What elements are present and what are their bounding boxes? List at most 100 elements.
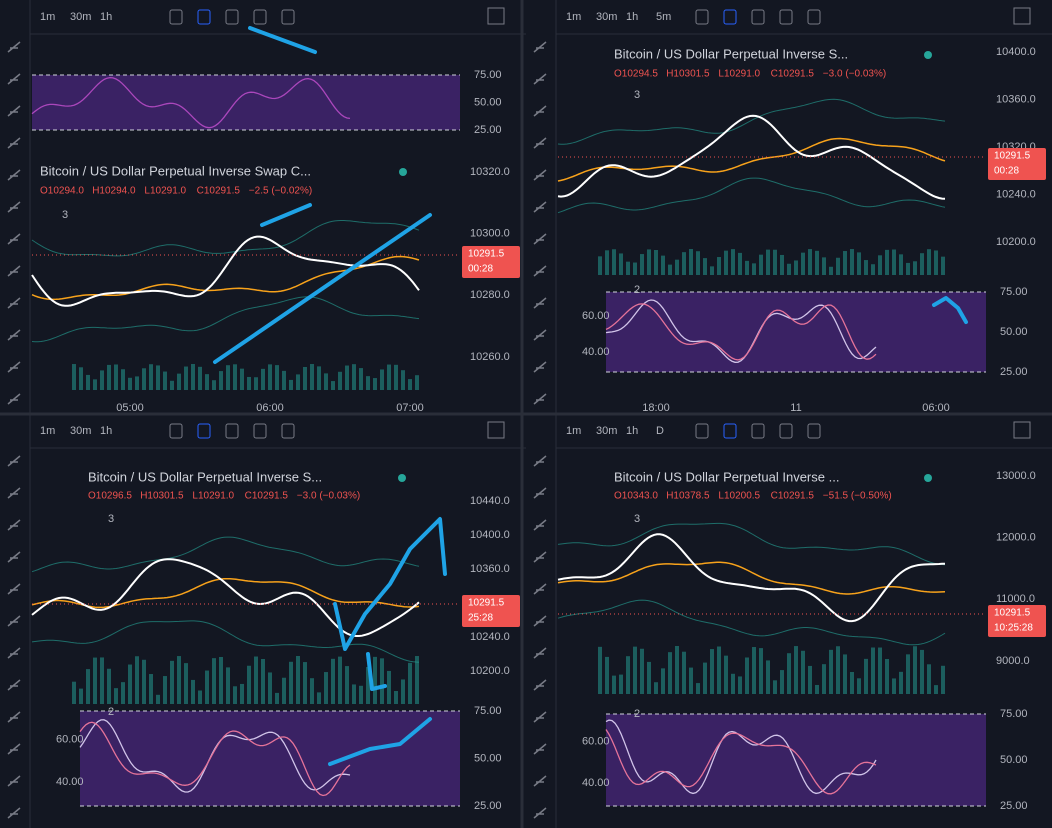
drawing-tool-icon[interactable]: [7, 73, 21, 85]
drawing-tool-icon[interactable]: [7, 551, 21, 563]
drawing-tool-icon[interactable]: [533, 583, 547, 595]
indicator-count[interactable]: 2: [108, 706, 114, 718]
toolbar-icon[interactable]: [723, 423, 737, 439]
drawing-tool-icon[interactable]: [533, 361, 547, 373]
toolbar-icon[interactable]: [779, 9, 793, 25]
toolbar-icon[interactable]: [169, 9, 183, 25]
drawing-tool-icon[interactable]: [7, 393, 21, 405]
drawing-tool-icon[interactable]: [7, 711, 21, 723]
timeframe-button[interactable]: 1h: [100, 11, 112, 23]
drawing-tool-icon[interactable]: [533, 615, 547, 627]
drawing-tool-icon[interactable]: [7, 233, 21, 245]
drawing-tool-icon[interactable]: [7, 583, 21, 595]
timeframe-button[interactable]: 30m: [70, 425, 91, 437]
drawing-tool-icon[interactable]: [533, 679, 547, 691]
timeframe-button[interactable]: 30m: [70, 11, 91, 23]
drawing-tool-icon[interactable]: [7, 41, 21, 53]
indicator-count[interactable]: 3: [62, 209, 68, 221]
drawing-tool-icon[interactable]: [533, 647, 547, 659]
drawing-tool-icon[interactable]: [533, 41, 547, 53]
timeframe-button[interactable]: 1h: [100, 425, 112, 437]
toolbar-icon[interactable]: [169, 423, 183, 439]
drawing-tool-icon[interactable]: [533, 393, 547, 405]
toolbar-icon[interactable]: [779, 423, 793, 439]
drawing-tool-icon[interactable]: [7, 455, 21, 467]
drawing-tool-icon[interactable]: [7, 487, 21, 499]
drawing-tool-icon[interactable]: [533, 455, 547, 467]
drawing-tool-icon[interactable]: [7, 743, 21, 755]
drawing-tool-icon[interactable]: [533, 519, 547, 531]
drawing-tool-icon[interactable]: [7, 265, 21, 277]
fullscreen-icon[interactable]: [1013, 421, 1031, 439]
drawing-tool-icon[interactable]: [533, 807, 547, 819]
drawing-tool-icon[interactable]: [7, 137, 21, 149]
toolbar-icon[interactable]: [695, 9, 709, 25]
drawing-tool-icon[interactable]: [7, 775, 21, 787]
drawing-tool-icon[interactable]: [533, 105, 547, 117]
toolbar-icon[interactable]: [751, 423, 765, 439]
timeframe-button[interactable]: 1m: [566, 11, 581, 23]
indicator-count[interactable]: 3: [108, 513, 114, 525]
fullscreen-icon[interactable]: [487, 7, 505, 25]
drawing-tool-icon[interactable]: [533, 487, 547, 499]
drawing-tool-icon[interactable]: [533, 329, 547, 341]
drawing-tool-icon[interactable]: [7, 679, 21, 691]
indicator-count[interactable]: 2: [634, 708, 640, 720]
drawing-tool-icon[interactable]: [7, 519, 21, 531]
toolbar-icon[interactable]: [695, 423, 709, 439]
drawing-tool-icon[interactable]: [7, 169, 21, 181]
toolbar-icon[interactable]: [723, 9, 737, 25]
price-line: [557, 533, 946, 623]
toolbar-icon[interactable]: [253, 423, 267, 439]
drawing-tool-icon[interactable]: [7, 105, 21, 117]
timeframe-button[interactable]: 1m: [40, 11, 55, 23]
toolbar-icon[interactable]: [807, 423, 821, 439]
toolbar-icon[interactable]: [197, 423, 211, 439]
toolbar-icon[interactable]: [197, 9, 211, 25]
timeframe-button[interactable]: 5m: [656, 11, 671, 23]
fullscreen-icon[interactable]: [487, 421, 505, 439]
timeframe-button[interactable]: 30m: [596, 425, 617, 437]
volume-bar: [156, 694, 160, 704]
toolbar-icon[interactable]: [225, 9, 239, 25]
fullscreen-icon[interactable]: [1013, 7, 1031, 25]
toolbar-icon[interactable]: [751, 9, 765, 25]
indicator-count[interactable]: 3: [634, 89, 640, 101]
toolbar-icon[interactable]: [253, 9, 267, 25]
timeframe-button[interactable]: 30m: [596, 11, 617, 23]
timeframe-button[interactable]: D: [656, 425, 664, 437]
drawing-tool-icon[interactable]: [533, 297, 547, 309]
toolbar-icon[interactable]: [281, 423, 295, 439]
drawing-tool-icon[interactable]: [7, 201, 21, 213]
drawing-tool-icon[interactable]: [533, 169, 547, 181]
toolbar-icon[interactable]: [225, 423, 239, 439]
drawing-tool-icon[interactable]: [7, 361, 21, 373]
timeframe-button[interactable]: 1h: [626, 11, 638, 23]
drawing-tool-icon[interactable]: [533, 743, 547, 755]
drawing-tool-icon[interactable]: [7, 647, 21, 659]
hand-drawn-stroke: [260, 203, 312, 227]
drawing-tool-icon[interactable]: [7, 615, 21, 627]
drawing-tool-icon[interactable]: [533, 711, 547, 723]
drawing-tool-icon[interactable]: [7, 329, 21, 341]
toolbar-icon[interactable]: [807, 9, 821, 25]
drawing-tool-icon[interactable]: [7, 807, 21, 819]
drawing-tool-icon[interactable]: [533, 551, 547, 563]
drawing-tool-icon[interactable]: [533, 265, 547, 277]
timeframe-button[interactable]: 1m: [566, 425, 581, 437]
drawing-tool-icon[interactable]: [533, 201, 547, 213]
timeframe-button[interactable]: 1m: [40, 425, 55, 437]
drawing-tool-icon[interactable]: [533, 137, 547, 149]
toolbar-icon[interactable]: [281, 9, 295, 25]
drawing-tool-icon[interactable]: [7, 297, 21, 309]
drawing-tool-icon[interactable]: [533, 233, 547, 245]
indicator-count[interactable]: 2: [634, 284, 640, 296]
drawing-tool-icon[interactable]: [533, 775, 547, 787]
timeframe-button[interactable]: 1h: [626, 425, 638, 437]
volume-bar: [72, 364, 76, 390]
indicator-count[interactable]: 3: [634, 513, 640, 525]
drawing-tool-icon[interactable]: [533, 73, 547, 85]
volume-bar: [822, 664, 826, 694]
ohlc-value: −3.0 (−0.03%): [297, 491, 360, 502]
volume-bar: [408, 379, 412, 390]
